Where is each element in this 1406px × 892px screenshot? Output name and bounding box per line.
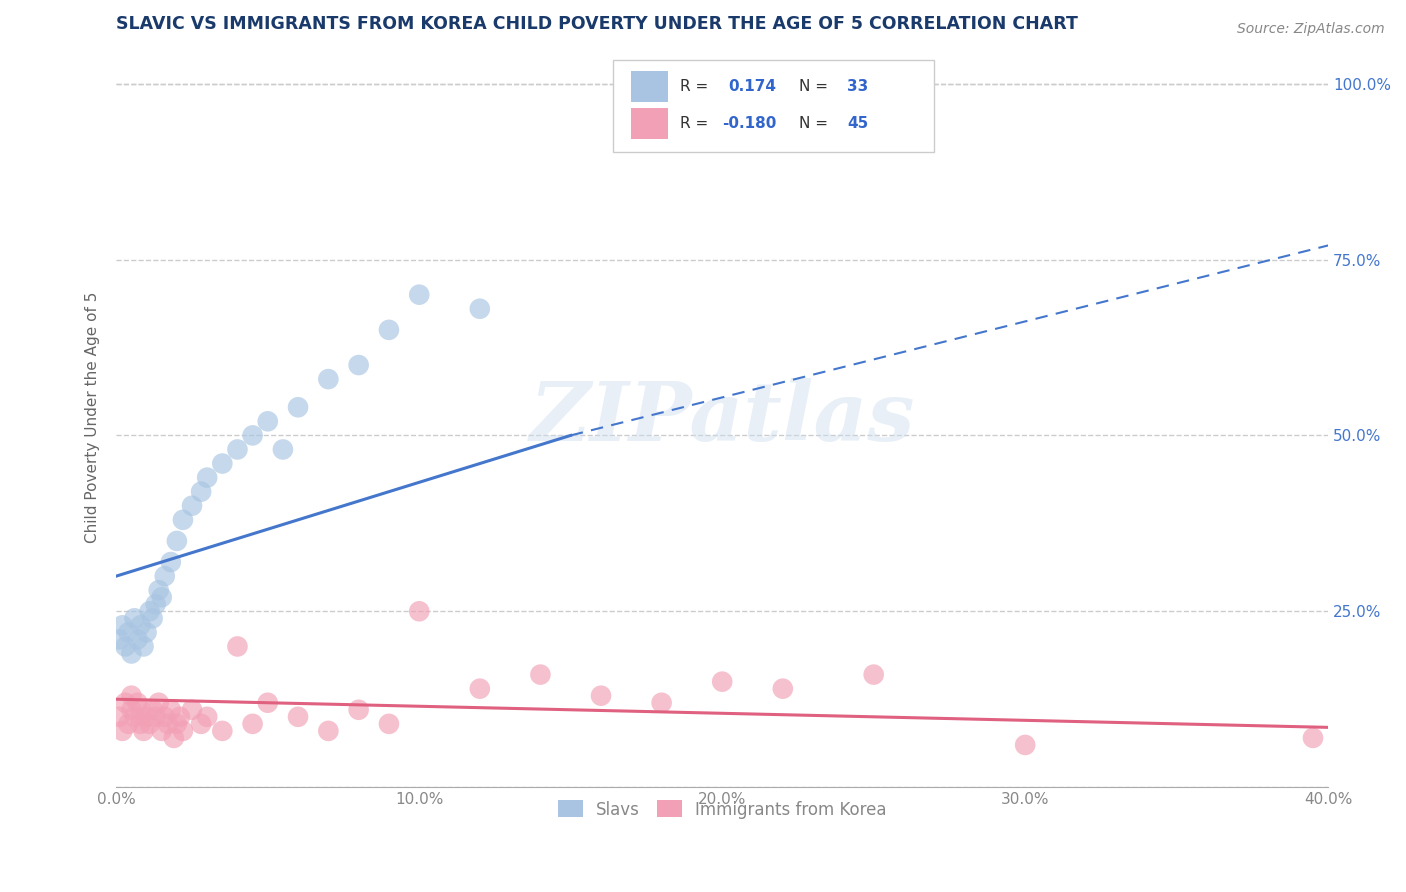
Point xyxy=(408,604,430,618)
Point xyxy=(190,484,212,499)
Legend: Slavs, Immigrants from Korea: Slavs, Immigrants from Korea xyxy=(550,792,894,827)
Point xyxy=(135,625,157,640)
Point xyxy=(862,667,884,681)
Point xyxy=(256,414,278,428)
Point xyxy=(378,323,401,337)
Point xyxy=(129,618,152,632)
Point xyxy=(124,611,146,625)
Point xyxy=(166,533,188,548)
Point xyxy=(145,597,167,611)
Point xyxy=(142,703,165,717)
Point xyxy=(378,716,401,731)
Point xyxy=(169,710,191,724)
Text: ZIPatlas: ZIPatlas xyxy=(530,378,915,458)
Point xyxy=(190,716,212,731)
Text: N =: N = xyxy=(799,79,828,95)
Bar xyxy=(631,108,668,139)
Point xyxy=(408,287,430,301)
Point xyxy=(529,667,551,681)
Point xyxy=(111,723,134,738)
Text: SLAVIC VS IMMIGRANTS FROM KOREA CHILD POVERTY UNDER THE AGE OF 5 CORRELATION CHA: SLAVIC VS IMMIGRANTS FROM KOREA CHILD PO… xyxy=(117,15,1078,33)
Point xyxy=(287,401,309,415)
Text: R =: R = xyxy=(679,79,709,95)
Point xyxy=(127,632,149,647)
Bar xyxy=(631,71,668,103)
Point xyxy=(142,611,165,625)
Point xyxy=(150,723,173,738)
FancyBboxPatch shape xyxy=(613,60,934,152)
Text: R =: R = xyxy=(679,116,709,131)
Text: 33: 33 xyxy=(846,79,869,95)
Text: Source: ZipAtlas.com: Source: ZipAtlas.com xyxy=(1237,22,1385,37)
Point xyxy=(318,372,340,386)
Point xyxy=(347,358,370,372)
Point xyxy=(145,710,167,724)
Point xyxy=(172,723,194,738)
Point xyxy=(132,723,155,738)
Point xyxy=(153,569,176,583)
Point xyxy=(468,681,491,696)
Point xyxy=(129,716,152,731)
Point xyxy=(347,703,370,717)
Point xyxy=(120,689,142,703)
Point xyxy=(148,696,170,710)
Point xyxy=(114,640,136,654)
Point xyxy=(120,647,142,661)
Point xyxy=(159,703,181,717)
Point xyxy=(156,716,179,731)
Point xyxy=(195,470,218,484)
Point xyxy=(772,681,794,696)
Text: N =: N = xyxy=(799,116,828,131)
Point xyxy=(114,696,136,710)
Point xyxy=(468,301,491,316)
Point xyxy=(318,723,340,738)
Point xyxy=(211,723,233,738)
Point xyxy=(153,710,176,724)
Point xyxy=(181,703,204,717)
Text: -0.180: -0.180 xyxy=(723,116,776,131)
Point xyxy=(181,499,204,513)
Point xyxy=(148,583,170,598)
Point xyxy=(117,625,139,640)
Point xyxy=(135,710,157,724)
Point xyxy=(124,710,146,724)
Point xyxy=(150,591,173,605)
Point xyxy=(132,640,155,654)
Point xyxy=(138,716,160,731)
Point xyxy=(117,716,139,731)
Y-axis label: Child Poverty Under the Age of 5: Child Poverty Under the Age of 5 xyxy=(86,292,100,543)
Point xyxy=(120,703,142,717)
Point xyxy=(138,604,160,618)
Point xyxy=(271,442,294,457)
Point xyxy=(226,640,249,654)
Point xyxy=(711,674,734,689)
Text: 0.174: 0.174 xyxy=(728,79,776,95)
Point xyxy=(242,716,264,731)
Point xyxy=(159,555,181,569)
Point xyxy=(172,513,194,527)
Point xyxy=(163,731,186,745)
Point xyxy=(111,618,134,632)
Point xyxy=(242,428,264,442)
Point xyxy=(256,696,278,710)
Point xyxy=(108,710,131,724)
Text: 45: 45 xyxy=(846,116,869,131)
Point xyxy=(1014,738,1036,752)
Point xyxy=(589,689,612,703)
Point xyxy=(211,457,233,471)
Point xyxy=(108,632,131,647)
Point xyxy=(226,442,249,457)
Point xyxy=(195,710,218,724)
Point xyxy=(129,703,152,717)
Point xyxy=(127,696,149,710)
Point xyxy=(651,696,673,710)
Point xyxy=(166,716,188,731)
Point xyxy=(287,710,309,724)
Point xyxy=(1302,731,1324,745)
